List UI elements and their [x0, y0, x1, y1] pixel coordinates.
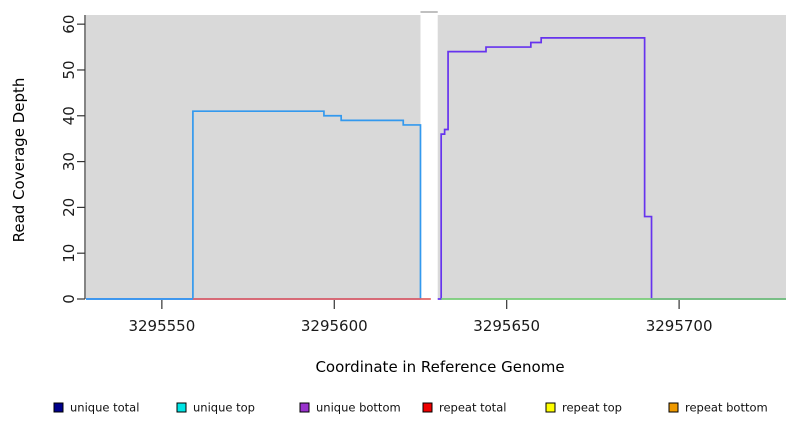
- series-line-unique-bottom: [437, 37, 786, 300]
- series-group: [86, 37, 786, 300]
- x-axis-tick-label: 3295550: [128, 317, 195, 335]
- legend-swatch: [176, 402, 187, 413]
- axis-group: 0 10 20 30 40 50 60 3295550 3295600 3295650 329570…: [60, 15, 713, 335]
- y-axis-tick-label: 10: [60, 244, 78, 263]
- plot-region: [86, 11, 786, 299]
- y-axis-tick-label: 60: [60, 15, 78, 34]
- chart-legend: unique total unique top unique bottom repea…: [53, 401, 768, 415]
- legend-label: unique top: [193, 401, 255, 415]
- y-axis-tick-label: 20: [60, 198, 78, 217]
- x-axis-tick-label: 3295650: [473, 317, 540, 335]
- legend-label: repeat top: [562, 401, 622, 415]
- series-line-unique-top: [86, 110, 422, 300]
- data-gap-band: [420, 11, 438, 299]
- legend-label: unique total: [70, 401, 139, 415]
- y-axis-tick-label: 40: [60, 106, 78, 125]
- legend-label: repeat bottom: [685, 401, 768, 415]
- y-axis-tick-label: 30: [60, 152, 78, 171]
- legend-swatch: [545, 402, 556, 413]
- legend-label: repeat total: [439, 401, 506, 415]
- legend-swatch: [299, 402, 310, 413]
- y-axis-tick-label: 50: [60, 60, 78, 79]
- legend-swatch: [422, 402, 433, 413]
- x-axis-tick-label: 3295700: [646, 317, 713, 335]
- legend-label: unique bottom: [316, 401, 401, 415]
- y-axis-title: Read Coverage Depth: [10, 78, 28, 243]
- x-axis-tick-label: 3295600: [301, 317, 368, 335]
- x-axis-title: Coordinate in Reference Genome: [315, 358, 564, 376]
- y-axis-tick-label: 0: [60, 294, 78, 304]
- legend-swatch: [668, 402, 679, 413]
- legend-swatch: [53, 402, 64, 413]
